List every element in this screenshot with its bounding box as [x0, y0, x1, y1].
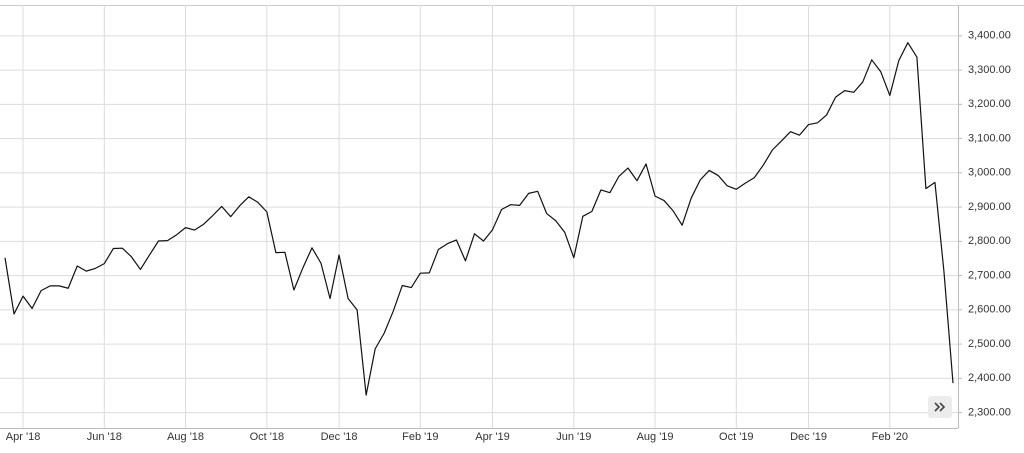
y-tick-label: 3,200.00 [968, 98, 1011, 110]
x-tick-label: Feb '19 [402, 431, 438, 443]
x-tick-label: Dec '19 [790, 431, 827, 443]
x-tick-label: Dec '18 [321, 431, 358, 443]
y-tick-label: 2,800.00 [968, 235, 1011, 247]
y-tick-label: 2,300.00 [968, 406, 1011, 418]
y-tick-label: 3,300.00 [968, 64, 1011, 76]
y-tick-label: 2,700.00 [968, 269, 1011, 281]
chevrons-icon[interactable] [934, 402, 946, 412]
x-tick-label: Aug '18 [167, 431, 204, 443]
y-tick-label: 2,400.00 [968, 372, 1011, 384]
scroll-button[interactable] [928, 396, 952, 418]
price-line [4, 42, 954, 396]
x-tick-label: Feb '20 [872, 431, 908, 443]
y-tick-label: 3,000.00 [968, 167, 1011, 179]
y-tick-label: 3,100.00 [968, 132, 1011, 144]
y-tick-label: 2,600.00 [968, 304, 1011, 316]
x-tick-label: Jun '18 [87, 431, 122, 443]
x-tick-label: Oct '18 [250, 431, 285, 443]
x-tick-label: Oct '19 [719, 431, 754, 443]
y-tick-label: 3,400.00 [968, 30, 1011, 42]
y-tick-label: 2,500.00 [968, 338, 1011, 350]
x-tick-label: Apr '18 [6, 431, 41, 443]
y-tick-label: 2,900.00 [968, 201, 1011, 213]
x-tick-label: Jun '19 [556, 431, 591, 443]
x-tick-label: Apr '19 [475, 431, 510, 443]
x-tick-label: Aug '19 [637, 431, 674, 443]
